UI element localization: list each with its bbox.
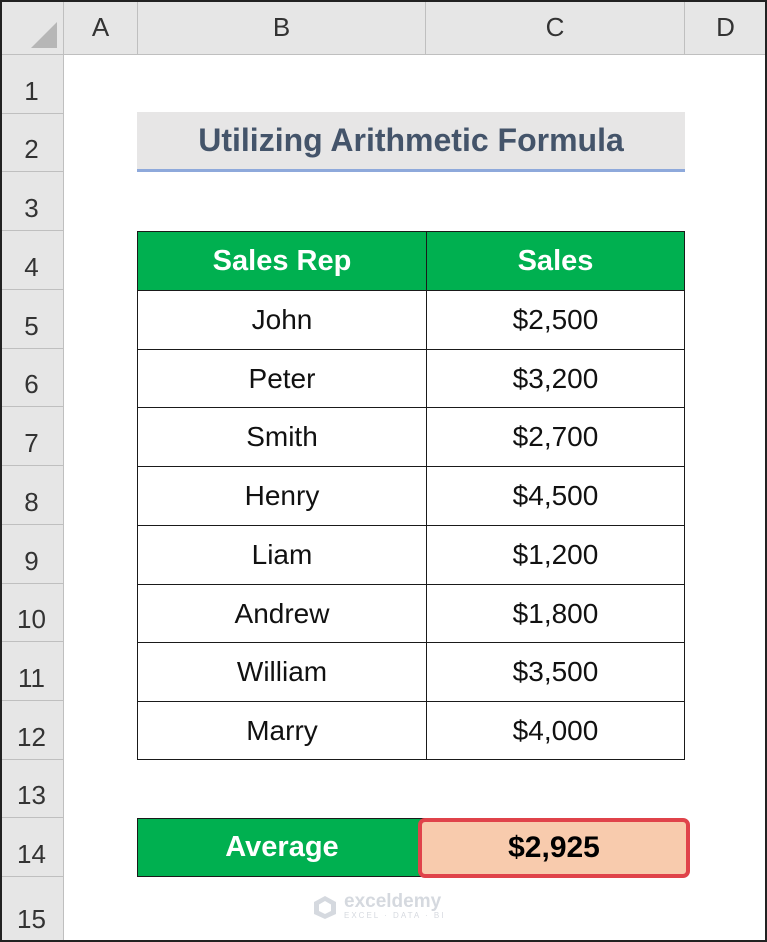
- cell-sales[interactable]: $3,200: [426, 349, 685, 408]
- row-header-11[interactable]: 11: [0, 642, 64, 701]
- cell-sales-rep[interactable]: William: [137, 642, 427, 702]
- cell-sales[interactable]: $1,200: [426, 525, 685, 585]
- row-header-12[interactable]: 12: [0, 701, 64, 760]
- column-header-c[interactable]: C: [426, 0, 685, 55]
- cell-sales[interactable]: $1,800: [426, 584, 685, 643]
- row-header-4[interactable]: 4: [0, 231, 64, 290]
- cell-sales[interactable]: $2,700: [426, 407, 685, 467]
- cell-sales[interactable]: $2,500: [426, 290, 685, 350]
- row-header-9[interactable]: 9: [0, 525, 64, 584]
- row-header-5[interactable]: 5: [0, 290, 64, 349]
- cell-sales-rep[interactable]: Peter: [137, 349, 427, 408]
- row-header-14[interactable]: 14: [0, 818, 64, 877]
- row-header-1[interactable]: 1: [0, 55, 64, 114]
- average-value-cell[interactable]: $2,925: [418, 818, 690, 878]
- row-header-10[interactable]: 10: [0, 584, 64, 642]
- row-header-13[interactable]: 13: [0, 760, 64, 818]
- cell-sales-rep[interactable]: Liam: [137, 525, 427, 585]
- sheet-title[interactable]: Utilizing Arithmetic Formula: [137, 112, 685, 172]
- watermark-text-block: exceldemy EXCEL · DATA · BI: [344, 891, 446, 920]
- row-header-6[interactable]: 6: [0, 349, 64, 407]
- average-label[interactable]: Average: [137, 818, 427, 877]
- header-sales-rep[interactable]: Sales Rep: [137, 231, 427, 291]
- row-header-2[interactable]: 2: [0, 114, 64, 172]
- column-header-a[interactable]: A: [64, 0, 138, 55]
- select-all-corner[interactable]: [0, 0, 64, 55]
- column-header-d[interactable]: D: [685, 0, 767, 55]
- cell-sales[interactable]: $4,500: [426, 466, 685, 526]
- cell-sales-rep[interactable]: Marry: [137, 701, 427, 760]
- row-header-3[interactable]: 3: [0, 172, 64, 231]
- cell-sales-rep[interactable]: Henry: [137, 466, 427, 526]
- column-header-b[interactable]: B: [138, 0, 426, 55]
- exceldemy-watermark: exceldemy EXCEL · DATA · BI: [312, 891, 446, 920]
- row-header-8[interactable]: 8: [0, 466, 64, 525]
- watermark-name: exceldemy: [344, 891, 442, 912]
- row-header-7[interactable]: 7: [0, 407, 64, 466]
- cell-sales-rep[interactable]: Smith: [137, 407, 427, 467]
- cell-sales-rep[interactable]: John: [137, 290, 427, 350]
- cell-sales-rep[interactable]: Andrew: [137, 584, 427, 643]
- select-all-triangle-icon: [31, 22, 57, 48]
- row-header-15[interactable]: 15: [0, 877, 64, 942]
- watermark-tagline: EXCEL · DATA · BI: [344, 911, 446, 920]
- exceldemy-logo-icon: [314, 895, 336, 919]
- cell-sales[interactable]: $4,000: [426, 701, 685, 760]
- header-sales[interactable]: Sales: [426, 231, 685, 291]
- cell-sales[interactable]: $3,500: [426, 642, 685, 702]
